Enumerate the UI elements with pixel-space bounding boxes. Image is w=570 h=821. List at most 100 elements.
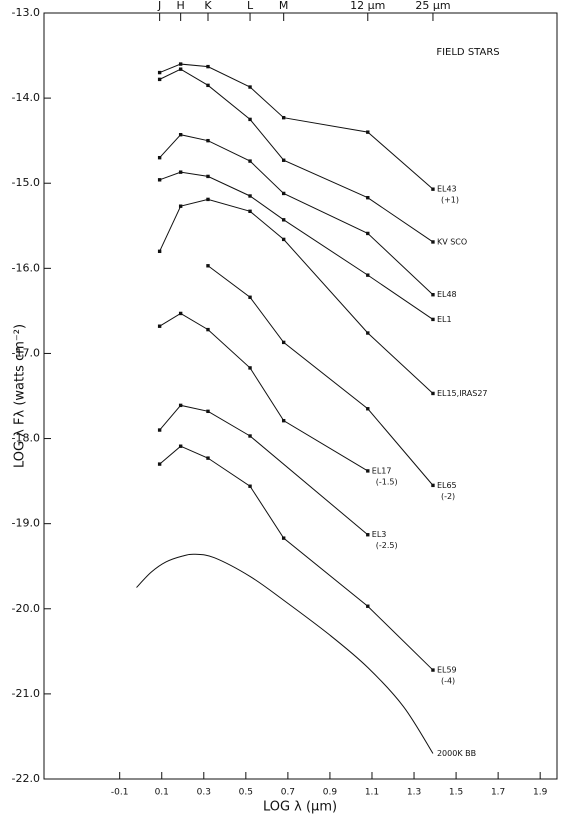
series-label: EL59 — [437, 666, 457, 675]
data-point — [248, 159, 252, 163]
data-point — [178, 403, 183, 408]
data-point — [178, 204, 183, 208]
data-point — [206, 138, 210, 143]
top-tick-label: J — [157, 0, 161, 12]
data-point — [248, 295, 252, 299]
data-point — [366, 273, 370, 277]
top-tick-label: K — [204, 0, 212, 12]
data-point — [431, 293, 435, 297]
series-label: EL3 — [372, 530, 387, 539]
x-tick-label: 0.5 — [239, 788, 253, 798]
data-point — [178, 444, 183, 448]
data-point — [248, 209, 252, 214]
data-point — [248, 484, 252, 488]
data-point — [157, 70, 162, 75]
top-tick-label: 12 μm — [350, 0, 385, 12]
data-point — [248, 194, 252, 198]
y-tick-label: -21.0 — [12, 687, 40, 700]
top-tick-label: M — [279, 0, 289, 12]
y-axis-label: LOG λ Fλ (watts cm⁻²) — [13, 324, 28, 468]
x-tick-label: 0.1 — [155, 788, 169, 798]
data-point — [366, 195, 370, 200]
y-tick-label: -19.0 — [12, 517, 40, 530]
series-label: EL48 — [437, 290, 457, 299]
x-tick-label: 1.3 — [407, 788, 421, 798]
data-point — [206, 174, 210, 179]
x-tick-label: 1.9 — [533, 788, 548, 798]
y-tick-label: -13.0 — [12, 6, 40, 19]
data-point — [178, 133, 183, 137]
data-point — [431, 317, 435, 322]
data-point — [431, 668, 435, 672]
data-point — [157, 178, 162, 182]
series-note: (-2) — [441, 492, 455, 501]
x-tick-label: -0.1 — [111, 788, 129, 798]
series-note: (-1.5) — [376, 477, 398, 486]
y-tick-label: -17.0 — [12, 346, 40, 359]
data-point — [206, 264, 210, 268]
series-label: EL43 — [437, 185, 457, 194]
data-point — [178, 311, 183, 316]
data-point — [157, 428, 162, 432]
data-point — [281, 237, 286, 242]
data-point — [281, 158, 286, 162]
series-line — [136, 553, 434, 754]
top-tick-label: H — [177, 0, 185, 12]
y-tick-label: -16.0 — [12, 261, 40, 274]
x-tick-label: 0.7 — [281, 788, 295, 798]
series-line — [159, 312, 369, 472]
data-point — [206, 327, 210, 332]
data-point — [248, 434, 252, 438]
data-point — [281, 340, 286, 345]
data-point — [366, 130, 370, 134]
plot-frame — [43, 12, 558, 780]
data-point — [157, 77, 162, 82]
data-point — [178, 170, 183, 174]
series-label: 2000K BB — [437, 749, 476, 758]
series-line — [159, 171, 434, 320]
data-point — [206, 456, 210, 460]
data-point — [248, 85, 252, 89]
series-line — [159, 63, 434, 190]
data-point — [366, 604, 370, 608]
series-line — [207, 265, 434, 486]
data-point — [431, 187, 435, 191]
data-point — [178, 67, 183, 71]
data-point — [366, 469, 370, 473]
series-label: EL65 — [437, 481, 457, 490]
series-label: EL1 — [437, 315, 452, 324]
x-tick-label: 0.9 — [323, 788, 338, 798]
y-tick-label: -18.0 — [12, 432, 40, 445]
data-point — [206, 409, 210, 414]
data-point — [431, 391, 435, 396]
series-note: (-4) — [441, 677, 455, 686]
data-point — [281, 536, 286, 540]
x-axis-label: LOG λ (μm) — [263, 800, 337, 815]
data-point — [431, 240, 435, 244]
data-point — [248, 366, 252, 370]
y-tick-label: -22.0 — [12, 772, 40, 785]
x-tick-label: 1.7 — [491, 788, 505, 798]
series-label: EL17 — [372, 466, 392, 475]
data-point — [157, 249, 162, 254]
data-point — [281, 191, 286, 196]
y-tick-label: -15.0 — [12, 176, 40, 189]
data-point — [206, 64, 210, 69]
data-point — [281, 218, 286, 222]
y-tick-label: -14.0 — [12, 91, 40, 104]
data-point — [281, 115, 286, 120]
series-label: KV SCO — [437, 237, 467, 246]
series-note: (+1) — [441, 196, 459, 205]
x-tick-label: 0.3 — [197, 788, 211, 798]
x-tick-label: 1.5 — [449, 788, 463, 798]
series-note: (-2.5) — [376, 541, 398, 550]
x-tick-label: 1.1 — [365, 788, 379, 798]
data-point — [366, 407, 370, 411]
top-tick-label: 25 μm — [415, 0, 450, 12]
data-point — [157, 324, 162, 328]
data-point — [366, 231, 370, 236]
series-label: EL15,IRAS27 — [437, 389, 488, 398]
data-point — [366, 331, 370, 335]
y-tick-label: -20.0 — [12, 602, 40, 615]
